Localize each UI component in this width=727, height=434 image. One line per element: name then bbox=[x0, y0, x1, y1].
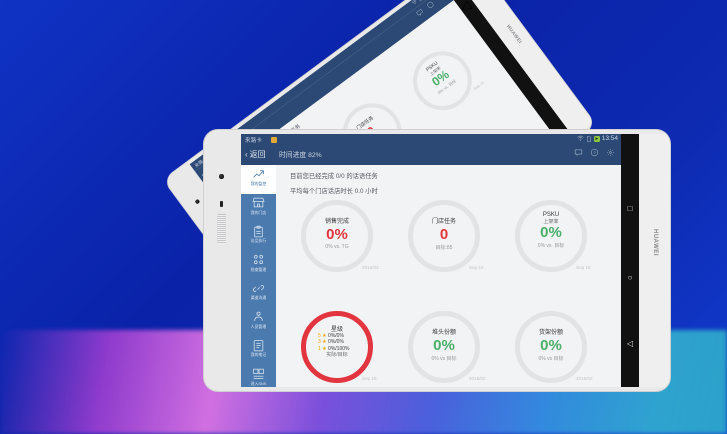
svg-text:?: ? bbox=[593, 151, 595, 155]
